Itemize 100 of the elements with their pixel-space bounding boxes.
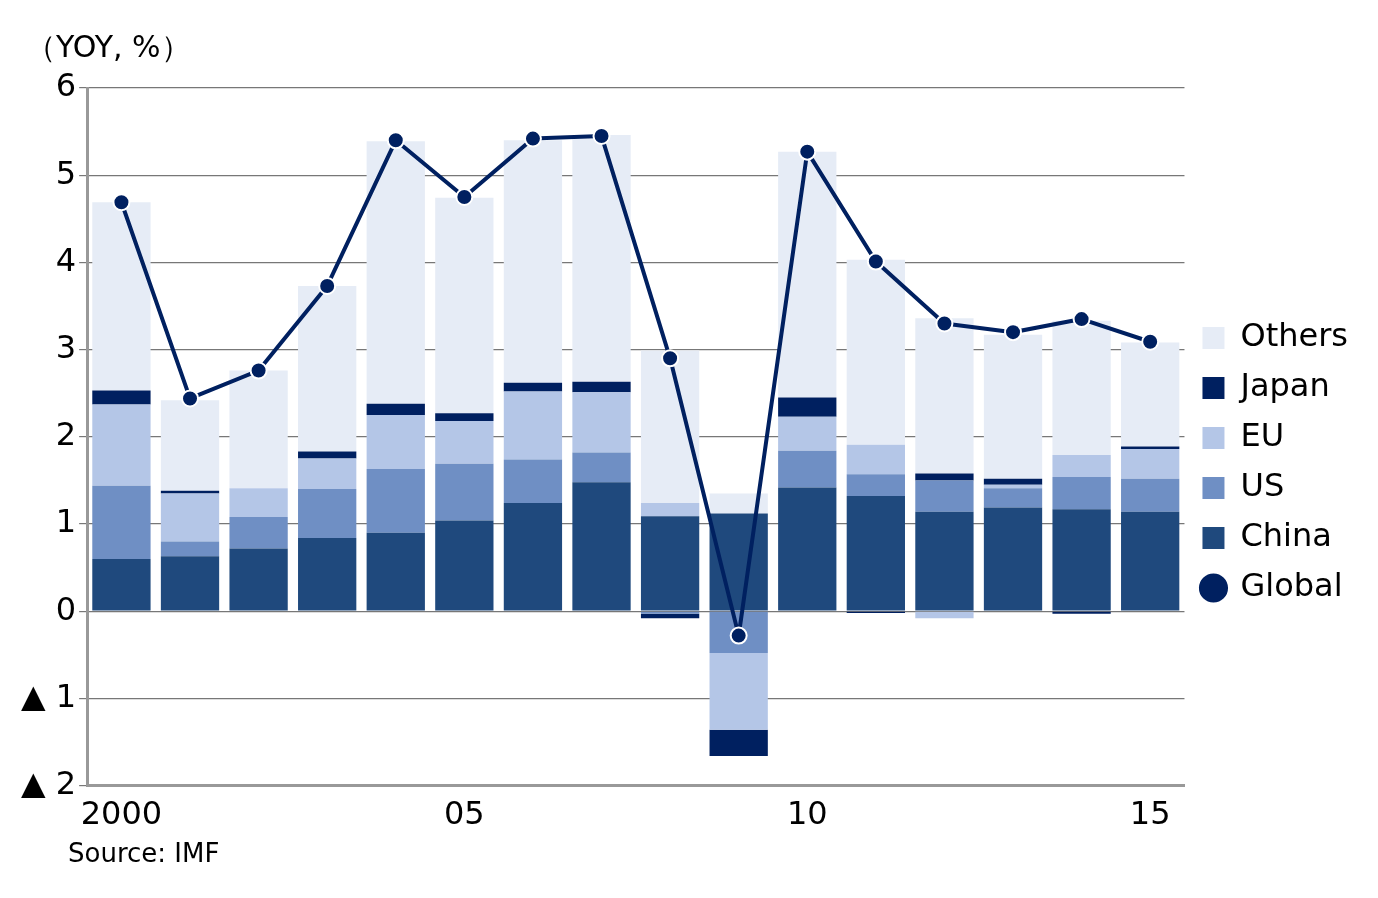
source-note: Source: IMF — [68, 838, 221, 868]
legend-label: Others — [1240, 316, 1348, 355]
bar — [435, 463, 494, 521]
bar — [915, 611, 974, 619]
bar — [366, 469, 425, 533]
bar — [640, 516, 700, 611]
bar — [503, 503, 563, 611]
point — [249, 361, 268, 380]
bar — [92, 558, 151, 611]
bar — [915, 473, 974, 481]
bar — [1052, 611, 1111, 614]
y-tick-label: 4 — [55, 240, 77, 279]
bar — [778, 487, 837, 611]
bar — [160, 400, 220, 491]
bar — [572, 482, 631, 611]
bar — [846, 496, 905, 611]
bar — [229, 488, 288, 518]
bar — [572, 392, 631, 453]
y-tick-label: 0 — [55, 589, 77, 628]
bar — [92, 390, 151, 405]
bar — [1121, 449, 1180, 479]
bar — [778, 450, 837, 488]
bar — [298, 489, 357, 538]
bar — [298, 451, 357, 459]
bar — [366, 415, 425, 470]
point — [386, 131, 405, 150]
bar — [298, 458, 357, 490]
bar — [572, 135, 631, 382]
bar — [366, 532, 425, 611]
point — [866, 252, 885, 271]
bar — [709, 653, 768, 730]
y-tick-label: 3 — [55, 327, 77, 366]
bar — [298, 537, 357, 611]
legend-label: China — [1240, 516, 1332, 555]
bar — [778, 416, 837, 451]
legend-label: Global — [1240, 566, 1343, 605]
y-tick-label: 5 — [55, 153, 77, 192]
point — [523, 129, 542, 148]
legend-label: EU — [1240, 416, 1285, 455]
point — [1072, 310, 1091, 329]
bar — [503, 459, 563, 504]
bar — [915, 480, 974, 512]
bar — [435, 413, 494, 422]
bar — [1052, 455, 1111, 477]
x-tick-label: 15 — [1129, 794, 1171, 833]
bar — [572, 452, 631, 483]
y-axis-title: （YOY, %） — [26, 28, 191, 64]
point — [661, 349, 680, 368]
bar — [983, 478, 1043, 485]
bar — [92, 202, 151, 391]
y-tick-label: ▲ 1 — [21, 676, 77, 715]
bar — [1052, 509, 1111, 611]
bar — [1052, 476, 1111, 510]
legend-label: Japan — [1238, 366, 1330, 405]
bar — [435, 197, 494, 414]
point — [181, 389, 200, 408]
bar — [1121, 446, 1180, 450]
bar — [709, 493, 768, 514]
bar — [572, 381, 631, 393]
bar — [160, 541, 220, 557]
bar — [503, 140, 563, 383]
x-tick-label: 2000 — [80, 794, 163, 833]
bar — [1121, 511, 1180, 611]
bar — [640, 350, 700, 504]
x-tick-label: 10 — [786, 794, 828, 833]
y-tick-label: 1 — [55, 502, 77, 541]
bar — [983, 488, 1043, 508]
point — [1141, 332, 1160, 351]
bar — [983, 507, 1043, 611]
bar — [366, 141, 425, 404]
bar — [92, 404, 151, 486]
bar — [503, 382, 563, 392]
y-tick-label: ▲ 2 — [21, 763, 77, 802]
bar — [778, 397, 837, 417]
point — [1004, 323, 1023, 342]
bar — [709, 729, 768, 756]
bar — [160, 556, 220, 611]
bar — [640, 613, 700, 619]
bar — [983, 334, 1043, 479]
bar — [229, 517, 288, 549]
bar — [915, 511, 974, 611]
y-tick-label: 6 — [55, 66, 77, 105]
point — [112, 193, 131, 212]
bar — [229, 548, 288, 611]
bar — [298, 285, 357, 452]
bar — [229, 370, 288, 489]
bar — [640, 611, 700, 614]
y-tick-label: 2 — [55, 415, 77, 454]
x-tick-label: 05 — [443, 794, 485, 833]
bar — [435, 520, 494, 611]
bar — [1121, 478, 1180, 512]
bar — [846, 444, 905, 475]
bar — [92, 485, 151, 559]
point — [798, 142, 817, 161]
bar — [1052, 320, 1111, 456]
bar — [846, 474, 905, 497]
point — [318, 276, 337, 295]
bar — [503, 391, 563, 460]
bar — [160, 493, 220, 542]
bar — [366, 403, 425, 415]
